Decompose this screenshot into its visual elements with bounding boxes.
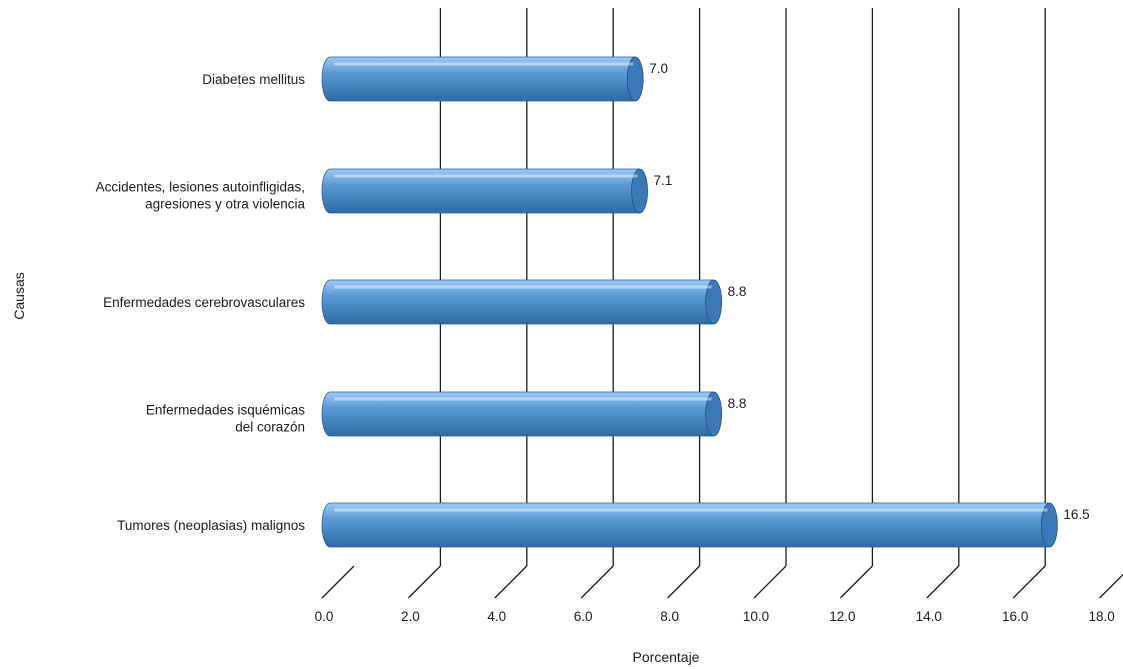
category-label: Diabetes mellitus	[202, 72, 305, 87]
x-tick-label: 8.0	[660, 609, 679, 624]
category-label-line: Diabetes mellitus	[202, 72, 305, 87]
category-label: Accidentes, lesiones autoinfligidas, agre…	[96, 180, 306, 212]
floor-line	[321, 565, 355, 599]
bar-cap	[705, 279, 723, 325]
category-label-line: Accidentes, lesiones autoinfligidas,	[96, 180, 305, 195]
category-label: Enfermedades isquémicas del corazón	[146, 403, 305, 435]
y-axis-title: Causas	[11, 272, 27, 319]
bar-body	[321, 502, 1050, 548]
floor-line	[1099, 573, 1123, 599]
bar-body	[321, 168, 640, 214]
bar: 7.0	[321, 56, 668, 102]
x-tick-label: 14.0	[916, 609, 942, 624]
x-tick-label: 16.0	[1002, 609, 1028, 624]
bars: 7.0 7.1 8.8 8.8 16.5	[321, 56, 1090, 548]
x-tick-labels: 0.0 2.0 4.0 6.0 8.0 10.0 12.0 14.0 16.0 18.0	[315, 609, 1115, 624]
floor-line	[839, 565, 873, 599]
x-tick-label: 6.0	[574, 609, 593, 624]
x-tick-label: 12.0	[829, 609, 855, 624]
bar-body	[321, 391, 715, 437]
floor-line	[580, 565, 614, 599]
floor-line	[1012, 565, 1046, 599]
category-label-line: Enfermedades isquémicas	[146, 403, 305, 418]
data-label: 7.0	[649, 61, 668, 76]
data-label: 16.5	[1063, 507, 1089, 522]
x-tick-label: 4.0	[487, 609, 506, 624]
x-tick-label: 18.0	[1088, 609, 1114, 624]
bar: 8.8	[321, 279, 747, 325]
category-label-line: agresiones y otra violencia	[145, 197, 305, 212]
category-label: Tumores (neoplasias) malignos	[117, 518, 305, 533]
category-label-line: Enfermedades cerebrovasculares	[103, 295, 305, 310]
bar-body	[321, 56, 636, 102]
floor-line	[494, 565, 528, 599]
bar-body	[321, 279, 715, 325]
bar-cap	[1041, 502, 1058, 548]
bar: 16.5	[321, 502, 1090, 548]
data-label: 8.8	[728, 396, 747, 411]
data-label: 8.8	[728, 284, 747, 299]
x-tick-label: 2.0	[401, 609, 420, 624]
x-tick-label: 0.0	[315, 609, 334, 624]
bar-cap	[705, 391, 723, 437]
x-tick-label: 10.0	[743, 609, 769, 624]
floor-line	[926, 565, 960, 599]
bar: 8.8	[321, 391, 747, 437]
category-label: Enfermedades cerebrovasculares	[103, 295, 305, 310]
bar-cap	[626, 56, 644, 102]
bar-cap	[631, 168, 648, 214]
floor-line	[667, 565, 701, 599]
x-axis-title: Porcentaje	[633, 649, 700, 665]
floor-line	[753, 565, 787, 599]
floor-line	[407, 565, 441, 599]
category-label-line: del corazón	[235, 420, 305, 435]
category-label-line: Tumores (neoplasias) malignos	[117, 518, 305, 533]
bar: 7.1	[321, 168, 673, 214]
category-labels: Diabetes mellitus Accidentes, lesiones au…	[96, 72, 306, 533]
data-label: 7.1	[654, 173, 673, 188]
